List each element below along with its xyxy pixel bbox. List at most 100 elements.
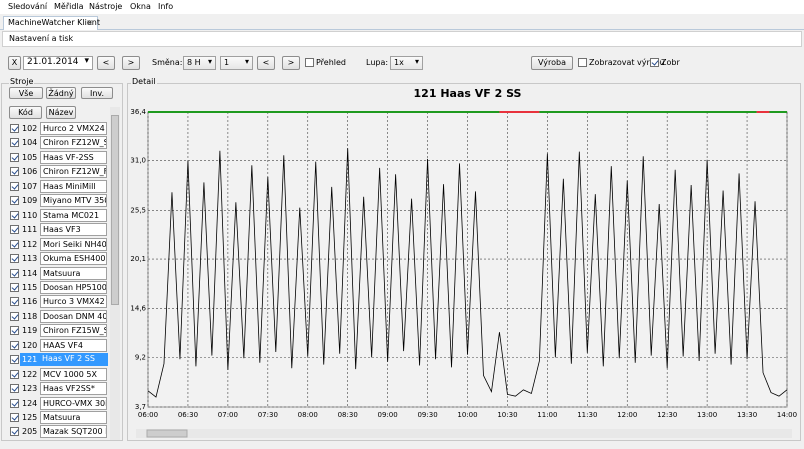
machine-checkbox[interactable] [10, 355, 19, 365]
machine-name[interactable]: Haas VF2SS* [40, 382, 107, 396]
machine-code[interactable]: 102 [22, 124, 38, 133]
menu-item[interactable]: Sledování [8, 2, 48, 11]
tab[interactable]: MachineWatcher Klient × [3, 16, 100, 30]
machine-checkbox[interactable] [10, 181, 19, 191]
machine-checkbox[interactable] [10, 369, 19, 379]
dropdown-arrow[interactable]: ▾ [244, 57, 249, 66]
machine-name[interactable]: HURCO-VMX 30i [40, 396, 107, 410]
machine-code[interactable]: 123 [22, 384, 38, 394]
machine-checkbox[interactable] [10, 167, 19, 177]
machine-name[interactable]: Matsuura [40, 411, 107, 424]
machine-code[interactable]: 116 [22, 297, 38, 307]
machine-name[interactable]: Miyano MTV 350 [40, 194, 107, 208]
machine-code[interactable]: 120 [22, 340, 38, 350]
machine-name[interactable]: HAAS VF4 [40, 338, 107, 352]
machine-code[interactable]: 118 [22, 311, 38, 321]
machine-checkbox[interactable] [10, 239, 19, 249]
checkbox[interactable] [650, 58, 659, 67]
scroll-thumb[interactable] [146, 429, 188, 438]
date-picker[interactable]: 21.01.2014 ▾ [23, 56, 93, 70]
machine-code[interactable]: 111 [22, 225, 38, 235]
menu-item[interactable]: Info [158, 2, 174, 11]
horizontal-scrollbar[interactable] [136, 429, 792, 438]
machine-code[interactable]: 104 [22, 138, 38, 148]
machine-checkbox[interactable] [10, 326, 19, 336]
machine-name[interactable]: Hurco 2 VMX24 [40, 122, 107, 135]
machine-name[interactable]: Matsuura [40, 266, 107, 280]
zoom-combo[interactable]: 1x ▾ [390, 56, 423, 70]
sort-button[interactable]: Kód [9, 106, 42, 119]
machine-name[interactable]: Mazak SQT200 MS [40, 425, 107, 439]
machine-checkbox[interactable] [10, 297, 19, 307]
machine-checkbox[interactable] [10, 282, 19, 292]
tab-close[interactable]: × [86, 18, 93, 27]
filter-button[interactable]: Žádný [46, 87, 76, 99]
production-button[interactable]: Výroba [531, 56, 573, 70]
machine-name[interactable]: Doosan HP5100 [40, 280, 107, 294]
machine-checkbox[interactable] [10, 124, 19, 133]
machine-code[interactable]: 112 [22, 239, 38, 249]
checkbox[interactable] [305, 58, 314, 67]
machine-checkbox[interactable] [10, 398, 19, 408]
machine-name[interactable]: Chiron FZ15W_Si [40, 324, 107, 338]
machine-code[interactable]: 107 [22, 181, 38, 191]
menu-item[interactable]: Měřidla [54, 2, 84, 11]
machine-name[interactable]: Okuma ESH400 [40, 252, 107, 266]
close-button[interactable]: X [8, 56, 21, 70]
machine-code[interactable]: 115 [22, 282, 38, 292]
menu-item[interactable]: Nástroje [89, 2, 123, 11]
filter-button[interactable]: Inv. [81, 87, 113, 99]
machine-checkbox[interactable] [10, 138, 19, 148]
machine-code[interactable]: 105 [22, 152, 38, 162]
machine-checkbox[interactable] [10, 152, 19, 162]
machine-checkbox[interactable] [10, 340, 19, 350]
machine-name[interactable]: Haas VF 2 SS [42, 354, 95, 364]
machine-code[interactable]: 121 [22, 355, 38, 365]
machine-code[interactable]: 119 [22, 326, 38, 336]
machine-name[interactable]: Mori Seiki NH400 [40, 237, 107, 251]
ribbon-tab[interactable]: Nastavení a tisk [9, 34, 74, 43]
dropdown-arrow[interactable]: ▾ [84, 56, 89, 66]
machine-code[interactable]: 113 [22, 254, 38, 264]
vertical-scrollbar[interactable] [110, 107, 120, 440]
machine-checkbox[interactable] [10, 311, 19, 321]
machine-code[interactable]: 205 [22, 427, 38, 437]
machine-name[interactable]: Chiron FZ12W_Fa [40, 165, 107, 179]
filter-button[interactable]: Vše [9, 87, 43, 99]
next-button[interactable]: > [122, 56, 140, 70]
machine-code[interactable]: 110 [22, 210, 38, 220]
machine-checkbox[interactable] [10, 413, 19, 422]
machine-code[interactable]: 109 [22, 196, 38, 206]
dropdown-arrow[interactable]: ▾ [414, 57, 419, 66]
next-button[interactable]: > [282, 56, 300, 70]
machine-code[interactable]: 106 [22, 167, 38, 177]
machine-checkbox[interactable] [10, 225, 19, 235]
machine-checkbox[interactable] [10, 427, 19, 437]
machine-checkbox[interactable] [10, 210, 19, 220]
menu-item[interactable]: Okna [130, 2, 151, 11]
machine-checkbox[interactable] [10, 384, 19, 394]
machine-name[interactable]: Doosan DNM 400 a [40, 309, 107, 323]
machine-code[interactable]: 122 [22, 369, 38, 379]
machine-code[interactable]: 124 [22, 398, 38, 408]
shift-length-combo[interactable]: 8 H ▾ [183, 56, 216, 70]
machine-name[interactable]: MCV 1000 5X [40, 367, 107, 381]
sort-button[interactable]: Název [46, 106, 76, 119]
dropdown-arrow[interactable]: ▾ [207, 57, 212, 66]
machine-name[interactable]: Hurco 3 VMX42 [40, 295, 107, 309]
machine-checkbox[interactable] [10, 254, 19, 264]
machine-checkbox[interactable] [10, 268, 19, 278]
machine-name[interactable]: Stama MC021 [40, 208, 107, 222]
scroll-thumb[interactable] [111, 115, 119, 305]
checkbox[interactable] [578, 58, 587, 67]
machine-name[interactable]: Chiron FZ12W_Si [40, 136, 107, 150]
prev-button[interactable]: < [97, 56, 115, 70]
prev-button[interactable]: < [257, 56, 275, 70]
machine-name[interactable]: Haas MiniMill [40, 179, 107, 193]
machine-code[interactable]: 114 [22, 268, 38, 278]
machine-code[interactable]: 125 [22, 413, 38, 422]
machine-name[interactable]: Haas VF3 [40, 223, 107, 237]
machine-name[interactable]: Haas VF-2SS [40, 150, 107, 164]
machine-checkbox[interactable] [10, 196, 19, 206]
shift-combo[interactable]: 1 ▾ [220, 56, 253, 70]
